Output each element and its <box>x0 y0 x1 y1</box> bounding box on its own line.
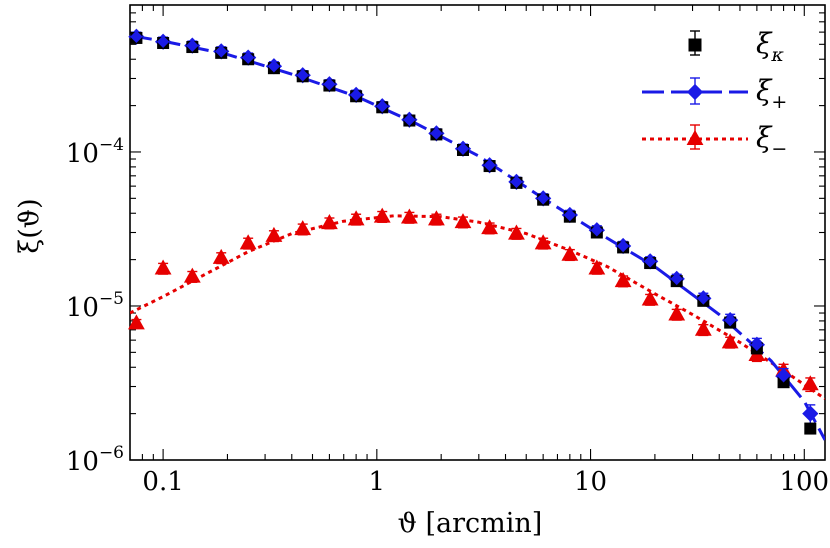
kappa-point <box>804 422 817 435</box>
plus-point-overlay <box>670 272 683 286</box>
plus-point-overlay <box>510 175 523 189</box>
plus-point-overlay <box>750 338 764 352</box>
plus-point-overlay <box>214 45 228 58</box>
tick-labels: 0.1 1 10 100 10−6 10−5 10−4 <box>66 135 829 497</box>
y-tick-label: 10−5 <box>66 289 124 323</box>
plus-point-overlay <box>403 113 416 126</box>
plus-point-overlay <box>536 192 550 205</box>
minus-point <box>294 220 312 236</box>
legend-marker-plus <box>686 83 704 101</box>
minus-point <box>508 224 525 240</box>
legend-marker-minus <box>686 129 704 145</box>
y-tick-label: 10−6 <box>66 443 124 477</box>
x-tick-label: 0.1 <box>142 467 183 497</box>
plus-point-overlay <box>323 78 336 91</box>
minus-point <box>668 305 686 321</box>
minus-point <box>561 245 579 261</box>
x-tick-label: 10 <box>574 467 607 497</box>
legend: ξκ ξ+ ξ− <box>642 27 787 160</box>
legend-label-kappa: ξκ <box>756 27 784 66</box>
minus-point <box>154 259 172 275</box>
minus-point <box>721 333 739 349</box>
y-axis-label: ξ(ϑ) <box>14 198 45 253</box>
plot-frame <box>129 4 826 461</box>
minus-point <box>128 314 145 330</box>
plus-point-overlay <box>156 35 170 48</box>
minus-point <box>265 226 283 242</box>
plus-point-overlay <box>616 239 630 253</box>
plus-point-overlay <box>483 158 496 172</box>
plus-point-overlay <box>241 51 255 64</box>
x-tick-label: 1 <box>369 467 386 497</box>
model-curves <box>130 34 825 441</box>
minus-point <box>534 234 552 250</box>
y-tick-label: 10−4 <box>66 135 124 169</box>
minus-point <box>347 210 365 226</box>
plus-point-overlay <box>375 100 389 113</box>
data-markers <box>128 28 819 435</box>
plus-point-overlay <box>590 224 604 237</box>
plus-point-overlay <box>296 68 309 82</box>
plus-point-overlay <box>430 127 443 140</box>
minus-point <box>481 219 499 235</box>
tick-marks <box>129 5 825 461</box>
plus-point-overlay <box>349 88 363 102</box>
plus-point-overlay <box>697 292 710 305</box>
x-axis-label: ϑ [arcmin] <box>398 508 543 539</box>
fit-curve-minus <box>130 214 825 400</box>
minus-point <box>428 210 445 226</box>
plus-point-overlay <box>563 208 577 222</box>
plus-point-overlay <box>267 60 281 73</box>
minus-point <box>801 375 819 391</box>
plus-point-overlay <box>186 39 199 52</box>
minus-point <box>373 207 391 223</box>
minus-point <box>183 267 201 283</box>
minus-point <box>454 213 472 229</box>
minus-point <box>694 320 712 336</box>
minus-point <box>400 208 418 224</box>
legend-label-plus: ξ+ <box>756 74 787 113</box>
plus-point-overlay <box>643 255 657 268</box>
minus-point <box>212 248 230 264</box>
x-tick-label: 100 <box>779 467 829 497</box>
fit-curve-plus <box>130 34 825 441</box>
legend-label-minus: ξ− <box>756 121 787 160</box>
minus-point <box>321 214 338 230</box>
plus-point-overlay <box>130 30 143 43</box>
minus-point <box>641 290 659 306</box>
plus-point-overlay <box>456 142 470 155</box>
minus-point <box>239 234 257 250</box>
plus-point-overlay <box>804 407 817 420</box>
minus-point <box>614 272 632 288</box>
minus-point <box>588 259 606 275</box>
legend-marker-kappa <box>688 38 702 52</box>
plus-point-overlay <box>777 369 790 383</box>
plus-point-overlay <box>723 313 737 327</box>
